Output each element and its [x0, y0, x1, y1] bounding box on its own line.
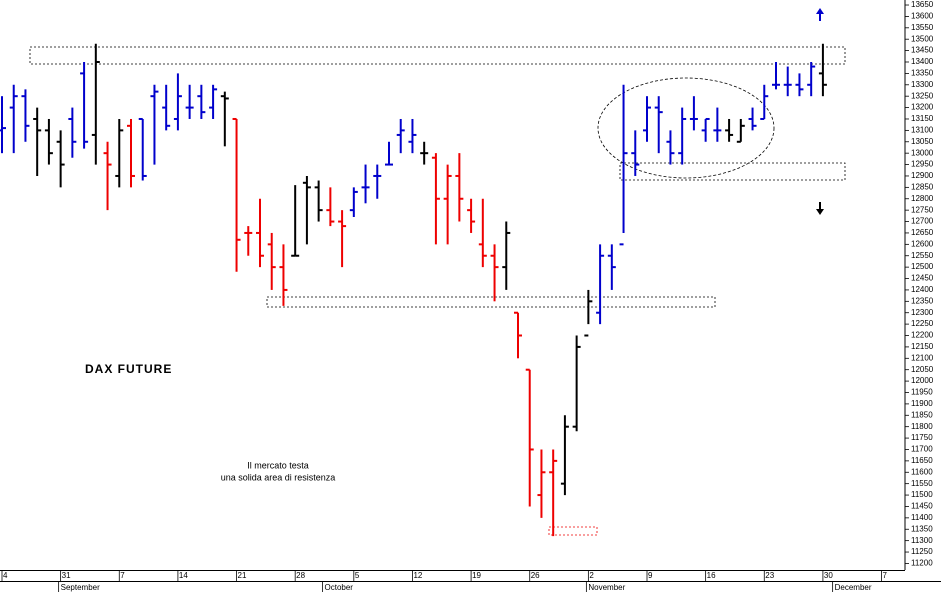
y-tick-label: 11500: [911, 490, 933, 499]
y-tick-label: 11600: [911, 467, 933, 476]
support-box: [266, 296, 716, 308]
y-tick-label: 12100: [911, 353, 934, 362]
y-tick-label: 12700: [911, 217, 934, 226]
y-tick-label: 12250: [911, 319, 934, 328]
y-tick-label: 12000: [911, 376, 934, 385]
x-tick-label: 26: [531, 571, 540, 580]
x-tick-label: 19: [472, 571, 481, 580]
y-tick-label: 12450: [911, 274, 934, 283]
y-tick-label: 12050: [911, 365, 934, 374]
y-tick-label: 11700: [911, 445, 933, 454]
y-tick-label: 12550: [911, 251, 934, 260]
x-tick-label: 7: [120, 571, 125, 580]
y-tick-label: 12950: [911, 160, 934, 169]
x-tick-label: 23: [765, 571, 774, 580]
x-tick-label: 2: [589, 571, 594, 580]
y-tick-label: 13350: [911, 69, 934, 78]
y-tick-label: 12300: [911, 308, 934, 317]
y-tick-label: 13550: [911, 23, 934, 32]
y-tick-label: 12650: [911, 228, 934, 237]
x-tick-label: 28: [296, 571, 305, 580]
down-arrow: [816, 202, 824, 215]
y-tick-label: 13600: [911, 12, 934, 21]
y-tick-label: 12600: [911, 239, 934, 248]
x-tick-label: 31: [62, 571, 71, 580]
annotation: Il mercato testa: [247, 460, 309, 470]
x-tick-label: 9: [648, 571, 653, 580]
y-tick-label: 11450: [911, 502, 933, 511]
x-tick-label: 16: [707, 571, 716, 580]
y-tick-label: 13250: [911, 91, 934, 100]
y-tick-label: 13050: [911, 137, 934, 146]
y-tick-label: 13500: [911, 34, 934, 43]
up-arrow: [816, 8, 824, 21]
y-tick-label: 12500: [911, 262, 934, 271]
x-tick-label: 12: [413, 571, 422, 580]
annotation: una solida area di resistenza: [221, 472, 336, 482]
y-tick-label: 12200: [911, 331, 934, 340]
y-tick-label: 12800: [911, 194, 934, 203]
chart-title: DAX FUTURE: [85, 362, 172, 376]
y-tick-label: 13300: [911, 80, 934, 89]
y-tick-label: 13200: [911, 103, 934, 112]
y-tick-label: 11200: [911, 559, 933, 568]
y-tick-label: 12400: [911, 285, 934, 294]
y-tick-label: 11650: [911, 456, 933, 465]
month-label: December: [835, 583, 872, 592]
y-tick-label: 11800: [911, 422, 933, 431]
y-tick-label: 13100: [911, 125, 934, 134]
y-tick-label: 11850: [911, 410, 933, 419]
y-tick-label: 11900: [911, 399, 933, 408]
y-tick-label: 11950: [911, 388, 933, 397]
month-label: November: [588, 583, 625, 592]
y-tick-label: 12150: [911, 342, 934, 351]
month-label: October: [325, 583, 354, 592]
y-tick-label: 11250: [911, 547, 933, 556]
y-tick-label: 11550: [911, 479, 933, 488]
y-tick-label: 11350: [911, 524, 933, 533]
y-tick-label: 13400: [911, 57, 934, 66]
consolidation-ellipse: [597, 77, 775, 179]
y-tick-label: 11400: [911, 513, 933, 522]
y-tick-label: 12900: [911, 171, 934, 180]
x-tick-label: 14: [179, 571, 188, 580]
y-tick-label: 11300: [911, 536, 933, 545]
y-tick-label: 13150: [911, 114, 934, 123]
low-box: [548, 526, 598, 536]
y-tick-label: 13000: [911, 148, 934, 157]
x-tick-label: 5: [355, 571, 360, 580]
x-tick-label: 30: [824, 571, 833, 580]
y-tick-label: 12750: [911, 205, 934, 214]
support-box: [619, 162, 846, 181]
x-tick-label: 7: [883, 571, 888, 580]
y-tick-label: 12850: [911, 182, 934, 191]
y-tick-label: 13650: [911, 0, 934, 9]
y-tick-label: 11750: [911, 433, 933, 442]
x-tick-label: 4: [3, 571, 8, 580]
y-tick-label: 12350: [911, 296, 934, 305]
y-tick-label: 13450: [911, 46, 934, 55]
month-label: September: [61, 583, 100, 592]
x-tick-label: 21: [238, 571, 247, 580]
